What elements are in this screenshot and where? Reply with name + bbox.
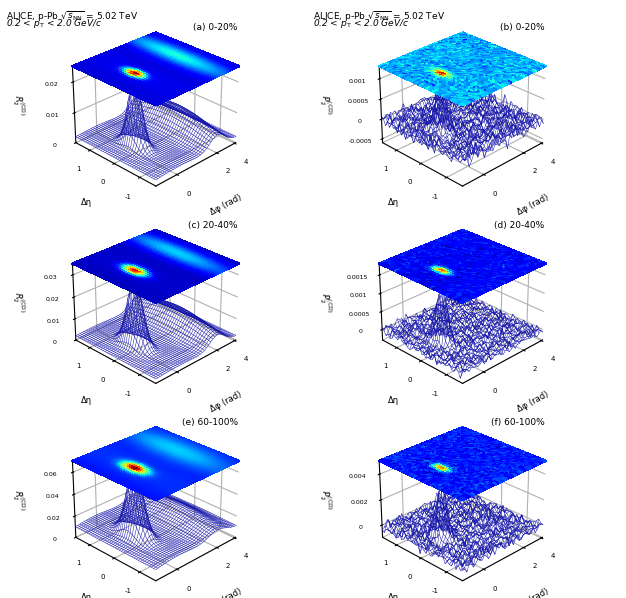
Text: (a) 0-20%: (a) 0-20% — [193, 23, 238, 32]
Y-axis label: Δη: Δη — [387, 593, 399, 598]
X-axis label: Δφ (rad): Δφ (rad) — [516, 390, 550, 414]
Y-axis label: Δη: Δη — [81, 593, 92, 598]
Text: ALICE, p-Pb $\sqrt{s_{\rm NN}}$ = 5.02 TeV: ALICE, p-Pb $\sqrt{s_{\rm NN}}$ = 5.02 T… — [313, 9, 445, 23]
Y-axis label: Δη: Δη — [387, 199, 399, 208]
Text: (b) 0-20%: (b) 0-20% — [500, 23, 545, 32]
Text: 0.2 < p$_{\rm T}$ < 2.0 GeV/$c$: 0.2 < p$_{\rm T}$ < 2.0 GeV/$c$ — [6, 17, 103, 30]
Y-axis label: Δη: Δη — [81, 396, 92, 405]
Text: (d) 20-40%: (d) 20-40% — [494, 221, 545, 230]
Y-axis label: Δη: Δη — [81, 199, 92, 208]
X-axis label: Δφ (rad): Δφ (rad) — [209, 193, 244, 216]
X-axis label: Δφ (rad): Δφ (rad) — [516, 587, 550, 598]
Text: (f) 60-100%: (f) 60-100% — [491, 418, 545, 427]
X-axis label: Δφ (rad): Δφ (rad) — [209, 587, 244, 598]
Y-axis label: Δη: Δη — [387, 396, 399, 405]
X-axis label: Δφ (rad): Δφ (rad) — [516, 193, 550, 216]
X-axis label: Δφ (rad): Δφ (rad) — [209, 390, 244, 414]
Text: ALICE, p-Pb $\sqrt{s_{\rm NN}}$ = 5.02 TeV: ALICE, p-Pb $\sqrt{s_{\rm NN}}$ = 5.02 T… — [6, 9, 138, 23]
Text: (e) 60-100%: (e) 60-100% — [182, 418, 238, 427]
Text: (c) 20-40%: (c) 20-40% — [188, 221, 238, 230]
Text: 0.2 < p$_{\rm T}$ < 2.0 GeV/$c$: 0.2 < p$_{\rm T}$ < 2.0 GeV/$c$ — [313, 17, 409, 30]
